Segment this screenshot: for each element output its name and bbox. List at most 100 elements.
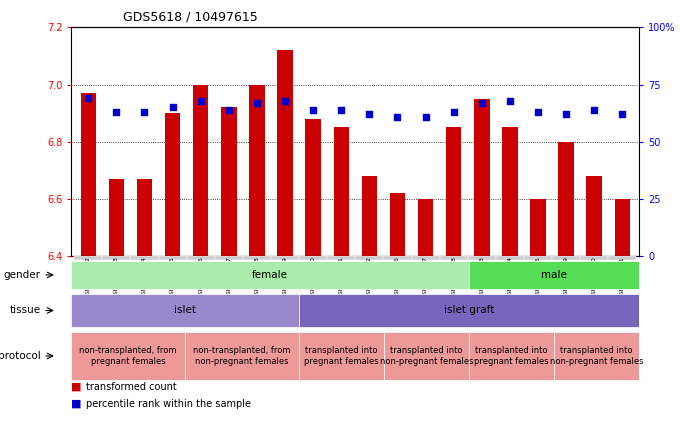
Bar	[102, 256, 131, 260]
Bar	[355, 256, 384, 260]
Bar	[411, 256, 440, 260]
Bar	[158, 256, 186, 260]
Text: GSM1429397: GSM1429397	[423, 256, 428, 298]
Text: GSM1429385: GSM1429385	[170, 256, 175, 298]
Bar	[243, 256, 271, 260]
Text: GSM1429400: GSM1429400	[592, 256, 597, 298]
Text: gender: gender	[4, 270, 41, 280]
Text: male: male	[541, 270, 567, 280]
Bar	[418, 199, 433, 256]
Text: GSM1429398: GSM1429398	[452, 256, 456, 298]
Bar	[446, 127, 462, 256]
Bar	[384, 332, 469, 380]
Point	[532, 109, 543, 115]
Bar	[71, 261, 469, 289]
Point	[336, 106, 347, 113]
Point	[617, 111, 628, 118]
Text: GSM1429386: GSM1429386	[198, 256, 203, 298]
Bar	[615, 199, 630, 256]
Text: GDS5618 / 10497615: GDS5618 / 10497615	[123, 11, 258, 24]
Bar	[299, 256, 327, 260]
Text: GSM1429390: GSM1429390	[311, 256, 316, 298]
Bar	[249, 85, 265, 256]
Point	[139, 109, 150, 115]
Bar	[193, 85, 209, 256]
Text: transplanted into
pregnant females: transplanted into pregnant females	[474, 346, 549, 365]
Bar	[299, 332, 384, 380]
Bar	[469, 332, 554, 380]
Bar	[468, 256, 496, 260]
Point	[420, 113, 431, 120]
Point	[561, 111, 572, 118]
Text: GSM1429393: GSM1429393	[479, 256, 484, 298]
Bar	[221, 107, 237, 256]
Text: transplanted into
pregnant females: transplanted into pregnant females	[304, 346, 378, 365]
Point	[223, 106, 234, 113]
Bar	[552, 256, 580, 260]
Text: GSM1429396: GSM1429396	[395, 256, 400, 298]
Bar	[305, 119, 321, 256]
Point	[392, 113, 403, 120]
Text: GSM1429392: GSM1429392	[367, 256, 372, 298]
Bar	[299, 294, 639, 327]
Point	[111, 109, 122, 115]
Text: GSM1429391: GSM1429391	[339, 256, 344, 298]
Text: GSM1429382: GSM1429382	[86, 256, 90, 298]
Text: non-transplanted, from
pregnant females: non-transplanted, from pregnant females	[80, 346, 177, 365]
Text: transplanted into
non-pregnant females: transplanted into non-pregnant females	[550, 346, 643, 365]
Text: ■: ■	[71, 382, 82, 392]
Text: GSM1429401: GSM1429401	[620, 256, 625, 298]
Bar	[580, 256, 609, 260]
Bar	[277, 50, 293, 256]
Text: GSM1429389: GSM1429389	[282, 256, 288, 298]
Text: GSM1429394: GSM1429394	[507, 256, 513, 298]
Bar	[327, 256, 355, 260]
Text: islet: islet	[174, 305, 196, 316]
Bar	[74, 256, 102, 260]
Bar	[502, 127, 517, 256]
Bar	[333, 127, 349, 256]
Point	[83, 95, 94, 102]
Bar	[469, 261, 639, 289]
Bar	[384, 256, 411, 260]
Bar	[185, 332, 299, 380]
Bar	[71, 332, 185, 380]
Text: transplanted into
non-pregnant females: transplanted into non-pregnant females	[379, 346, 473, 365]
Point	[252, 99, 262, 106]
Bar	[440, 256, 468, 260]
Bar	[71, 294, 299, 327]
Bar	[390, 193, 405, 256]
Text: GSM1429387: GSM1429387	[226, 256, 231, 298]
Bar	[524, 256, 552, 260]
Bar	[362, 176, 377, 256]
Text: non-transplanted, from
non-pregnant females: non-transplanted, from non-pregnant fema…	[193, 346, 290, 365]
Bar	[496, 256, 524, 260]
Text: ■: ■	[71, 399, 82, 409]
Text: transformed count: transformed count	[86, 382, 177, 392]
Point	[448, 109, 459, 115]
Text: protocol: protocol	[0, 351, 41, 361]
Bar	[554, 332, 639, 380]
Point	[167, 104, 178, 111]
Bar	[474, 99, 490, 256]
Text: GSM1429395: GSM1429395	[536, 256, 541, 298]
Text: islet graft: islet graft	[443, 305, 494, 316]
Text: GSM1429383: GSM1429383	[114, 256, 119, 298]
Point	[505, 97, 515, 104]
Point	[307, 106, 318, 113]
Bar	[165, 113, 180, 256]
Bar	[609, 256, 636, 260]
Point	[589, 106, 600, 113]
Bar	[558, 142, 574, 256]
Bar	[530, 199, 546, 256]
Point	[477, 99, 488, 106]
Point	[279, 97, 290, 104]
Text: female: female	[252, 270, 288, 280]
Bar	[215, 256, 243, 260]
Point	[195, 97, 206, 104]
Bar	[80, 93, 96, 256]
Bar	[137, 179, 152, 256]
Text: GSM1429399: GSM1429399	[564, 256, 568, 298]
Bar	[586, 176, 602, 256]
Bar	[131, 256, 158, 260]
